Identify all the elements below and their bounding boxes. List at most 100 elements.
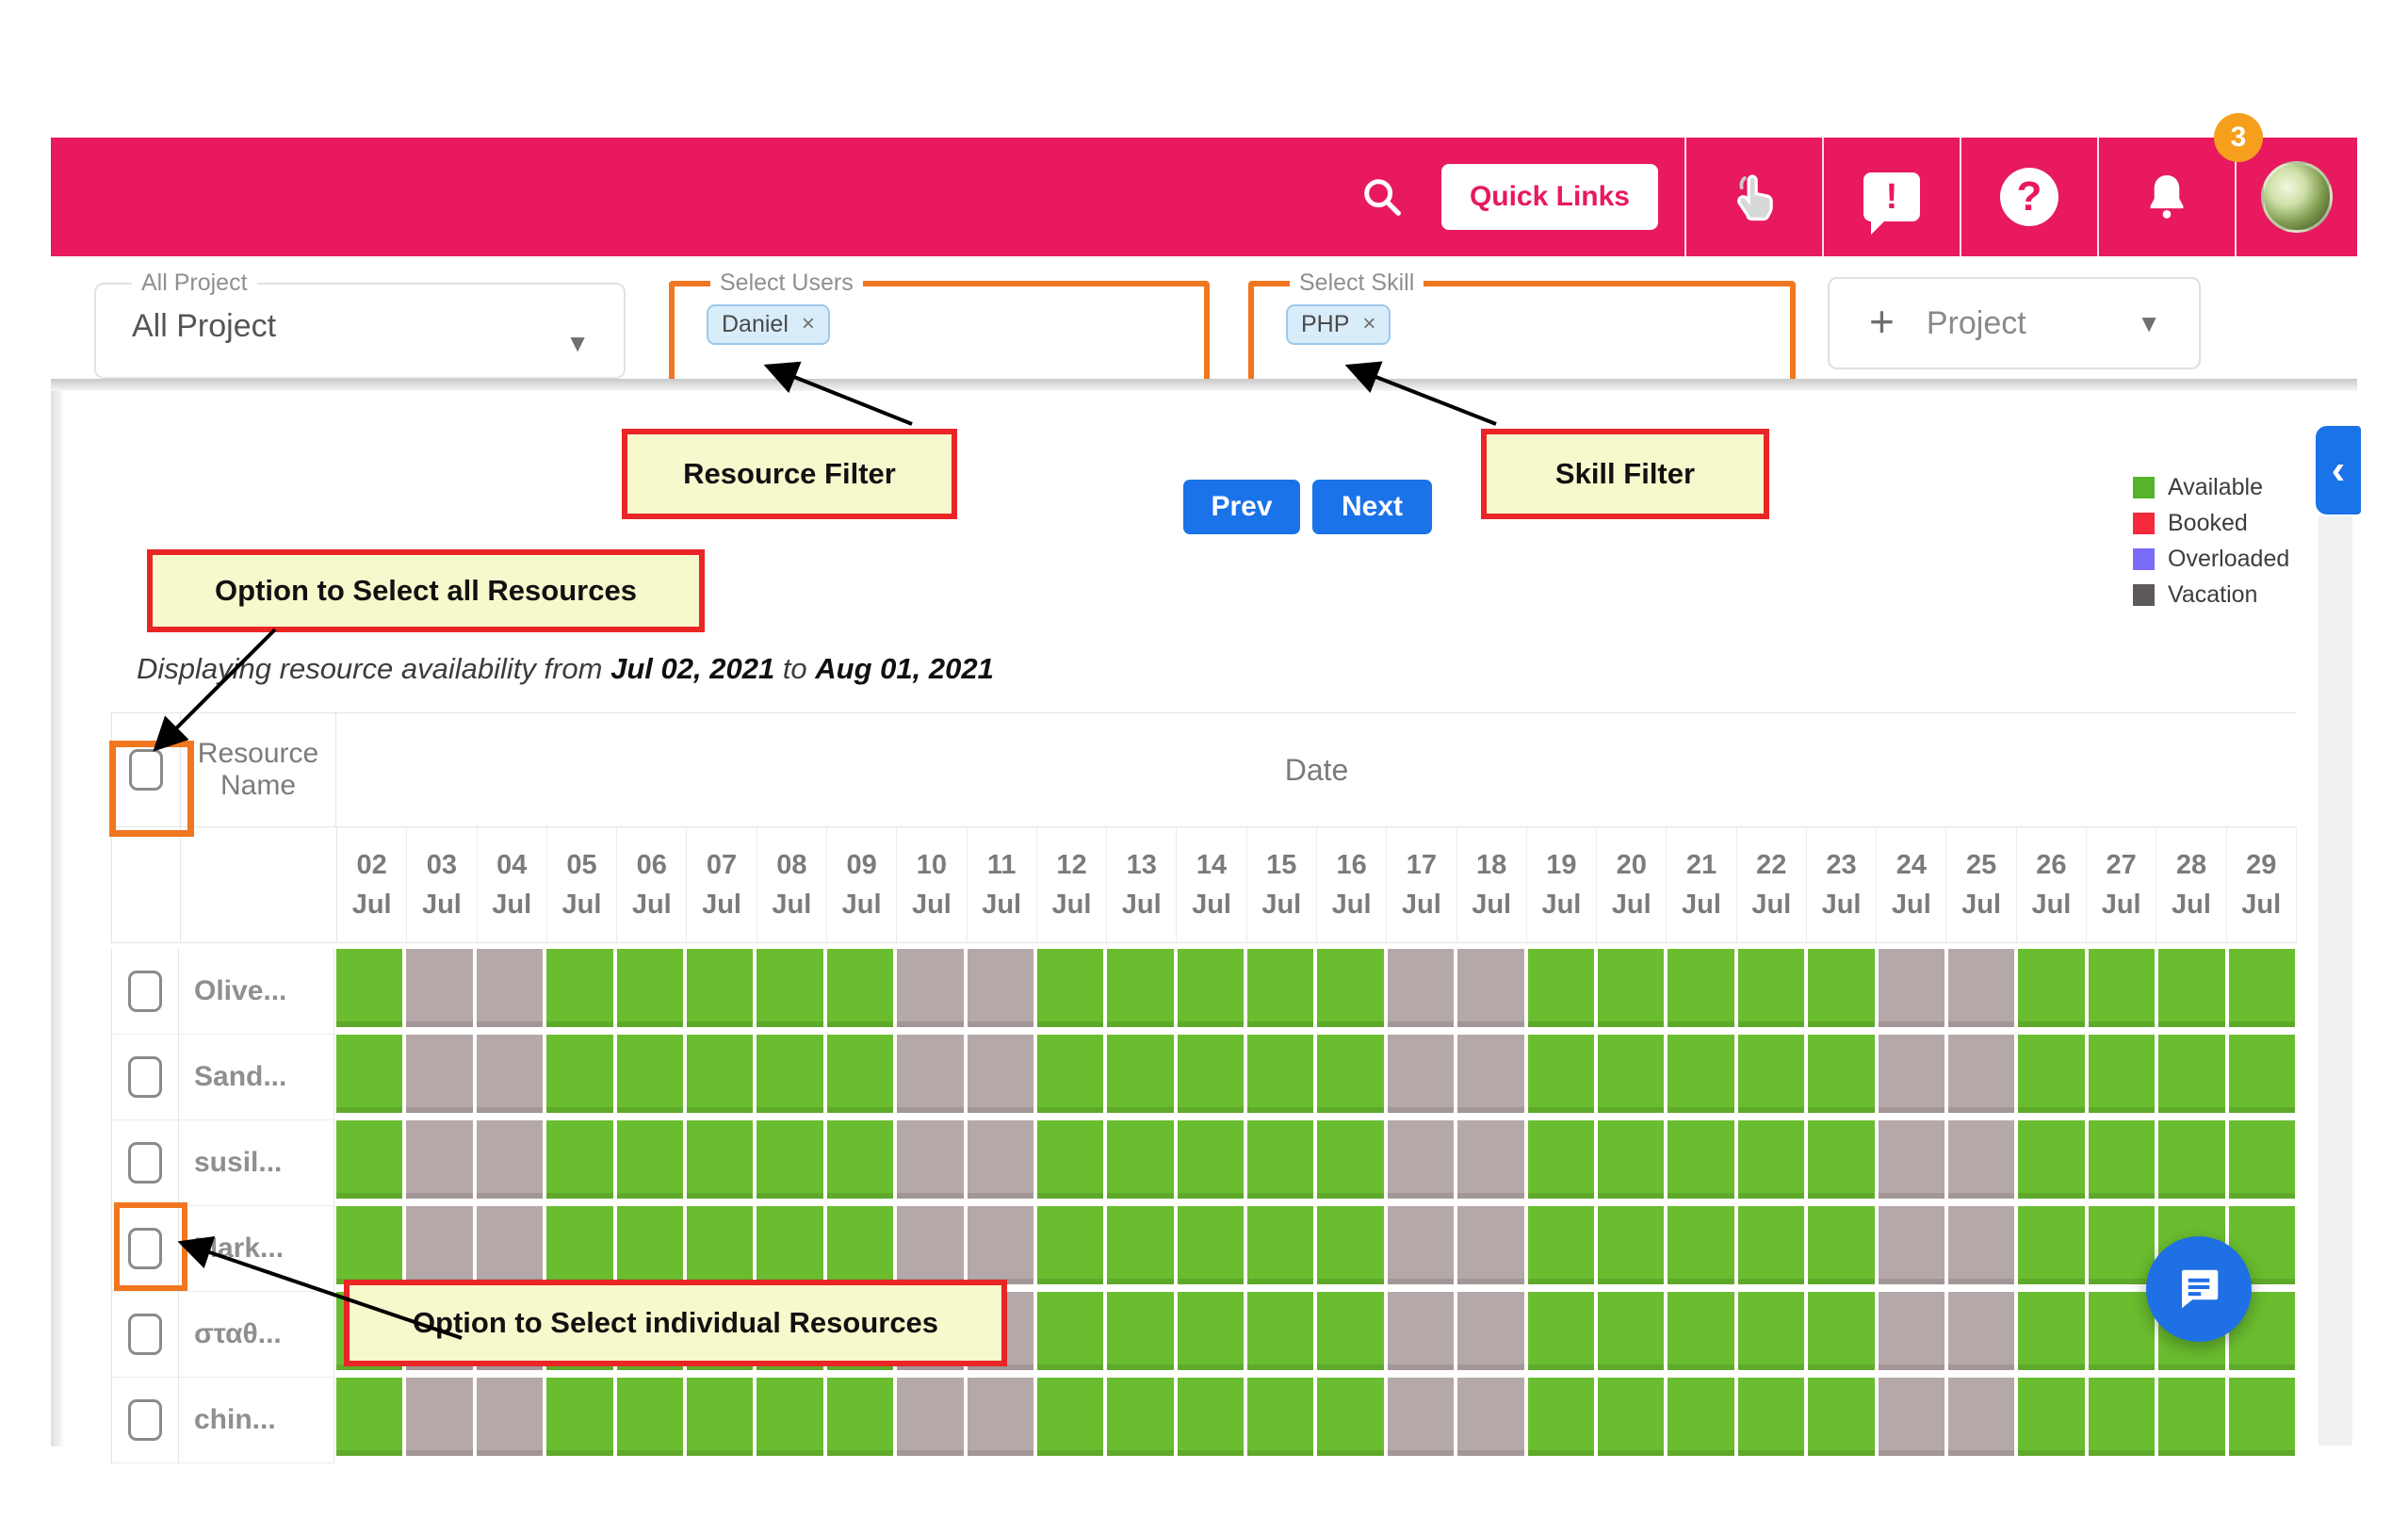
availability-cell[interactable] xyxy=(757,1378,823,1456)
availability-cell[interactable] xyxy=(476,1206,544,1284)
availability-cell[interactable] xyxy=(2158,949,2225,1027)
availability-cell[interactable] xyxy=(1107,949,1174,1027)
availability-cell[interactable] xyxy=(1107,1378,1174,1456)
availability-cell[interactable] xyxy=(686,1378,754,1456)
availability-cell[interactable] xyxy=(336,1378,403,1456)
availability-cell[interactable] xyxy=(1387,1120,1455,1199)
availability-cell[interactable] xyxy=(1457,1378,1524,1456)
availability-cell[interactable] xyxy=(2228,1035,2295,1113)
availability-cell[interactable] xyxy=(826,1120,894,1199)
availability-cell[interactable] xyxy=(1878,1120,1944,1199)
availability-cell[interactable] xyxy=(1878,1206,1944,1284)
availability-cell[interactable] xyxy=(1177,949,1245,1027)
row-checkbox[interactable] xyxy=(128,1142,162,1184)
prev-button[interactable]: Prev xyxy=(1183,480,1300,534)
availability-cell[interactable] xyxy=(1177,1120,1245,1199)
availability-cell[interactable] xyxy=(1737,949,1805,1027)
availability-cell[interactable] xyxy=(1668,1206,1734,1284)
chip-remove-icon[interactable]: × xyxy=(801,311,815,337)
availability-cell[interactable] xyxy=(1247,1035,1314,1113)
availability-cell[interactable] xyxy=(1737,1120,1805,1199)
availability-cell[interactable] xyxy=(967,1120,1033,1199)
availability-cell[interactable] xyxy=(1036,1292,1104,1370)
availability-cell[interactable] xyxy=(1808,1206,1875,1284)
row-checkbox[interactable] xyxy=(128,1056,162,1098)
availability-cell[interactable] xyxy=(1668,1035,1734,1113)
availability-cell[interactable] xyxy=(1737,1378,1805,1456)
availability-cell[interactable] xyxy=(1598,1120,1665,1199)
availability-cell[interactable] xyxy=(2158,1378,2225,1456)
availability-cell[interactable] xyxy=(897,1120,964,1199)
availability-cell[interactable] xyxy=(757,1206,823,1284)
availability-cell[interactable] xyxy=(897,1378,964,1456)
help-button[interactable]: ? xyxy=(1961,138,2097,256)
availability-cell[interactable] xyxy=(686,1206,754,1284)
row-checkbox[interactable] xyxy=(128,1399,162,1441)
availability-cell[interactable] xyxy=(1317,1378,1384,1456)
availability-cell[interactable] xyxy=(826,1035,894,1113)
availability-cell[interactable] xyxy=(1947,949,2015,1027)
availability-cell[interactable] xyxy=(1668,1292,1734,1370)
availability-cell[interactable] xyxy=(1737,1292,1805,1370)
availability-cell[interactable] xyxy=(2228,1378,2295,1456)
availability-cell[interactable] xyxy=(2018,1292,2085,1370)
user-chip[interactable]: Daniel × xyxy=(707,303,830,345)
availability-cell[interactable] xyxy=(826,949,894,1027)
availability-cell[interactable] xyxy=(1947,1035,2015,1113)
availability-cell[interactable] xyxy=(1598,1292,1665,1370)
availability-cell[interactable] xyxy=(1247,1206,1314,1284)
availability-cell[interactable] xyxy=(1387,949,1455,1027)
availability-cell[interactable] xyxy=(336,1206,403,1284)
notifications-button[interactable]: 3 xyxy=(2099,113,2263,256)
availability-cell[interactable] xyxy=(1527,949,1595,1027)
availability-cell[interactable] xyxy=(616,949,683,1027)
feedback-button[interactable]: ! xyxy=(1824,138,1960,256)
availability-cell[interactable] xyxy=(1457,1292,1524,1370)
availability-cell[interactable] xyxy=(616,1035,683,1113)
availability-cell[interactable] xyxy=(2088,1292,2156,1370)
availability-cell[interactable] xyxy=(967,949,1033,1027)
availability-cell[interactable] xyxy=(1808,1120,1875,1199)
availability-cell[interactable] xyxy=(2018,1378,2085,1456)
row-checkbox[interactable] xyxy=(128,971,162,1012)
availability-cell[interactable] xyxy=(897,1035,964,1113)
availability-cell[interactable] xyxy=(1317,949,1384,1027)
availability-cell[interactable] xyxy=(1878,1292,1944,1370)
availability-cell[interactable] xyxy=(1598,1206,1665,1284)
availability-cell[interactable] xyxy=(336,1120,403,1199)
availability-cell[interactable] xyxy=(406,1120,473,1199)
availability-cell[interactable] xyxy=(1387,1035,1455,1113)
availability-cell[interactable] xyxy=(1457,1035,1524,1113)
availability-cell[interactable] xyxy=(2158,1120,2225,1199)
availability-cell[interactable] xyxy=(2088,1035,2156,1113)
availability-cell[interactable] xyxy=(1668,1378,1734,1456)
availability-cell[interactable] xyxy=(1036,1035,1104,1113)
availability-cell[interactable] xyxy=(1878,949,1944,1027)
availability-cell[interactable] xyxy=(1036,949,1104,1027)
availability-cell[interactable] xyxy=(2158,1035,2225,1113)
collapse-panel-tab[interactable]: ‹ xyxy=(2316,426,2361,514)
availability-cell[interactable] xyxy=(1036,1120,1104,1199)
availability-cell[interactable] xyxy=(1247,1292,1314,1370)
availability-cell[interactable] xyxy=(1387,1292,1455,1370)
row-checkbox[interactable] xyxy=(128,1314,162,1355)
availability-cell[interactable] xyxy=(1808,1035,1875,1113)
availability-cell[interactable] xyxy=(1107,1035,1174,1113)
availability-cell[interactable] xyxy=(2088,949,2156,1027)
project-select[interactable]: All Project All Project ▼ xyxy=(94,269,626,379)
availability-cell[interactable] xyxy=(2228,1120,2295,1199)
availability-cell[interactable] xyxy=(476,1378,544,1456)
availability-cell[interactable] xyxy=(2018,1120,2085,1199)
availability-cell[interactable] xyxy=(616,1120,683,1199)
availability-cell[interactable] xyxy=(2018,949,2085,1027)
availability-cell[interactable] xyxy=(616,1206,683,1284)
availability-cell[interactable] xyxy=(336,949,403,1027)
availability-cell[interactable] xyxy=(1457,1206,1524,1284)
availability-cell[interactable] xyxy=(1527,1292,1595,1370)
availability-cell[interactable] xyxy=(1317,1292,1384,1370)
vertical-scrollbar[interactable] xyxy=(2319,516,2352,1445)
availability-cell[interactable] xyxy=(406,1206,473,1284)
availability-cell[interactable] xyxy=(686,1120,754,1199)
availability-cell[interactable] xyxy=(1808,1378,1875,1456)
availability-cell[interactable] xyxy=(476,1120,544,1199)
